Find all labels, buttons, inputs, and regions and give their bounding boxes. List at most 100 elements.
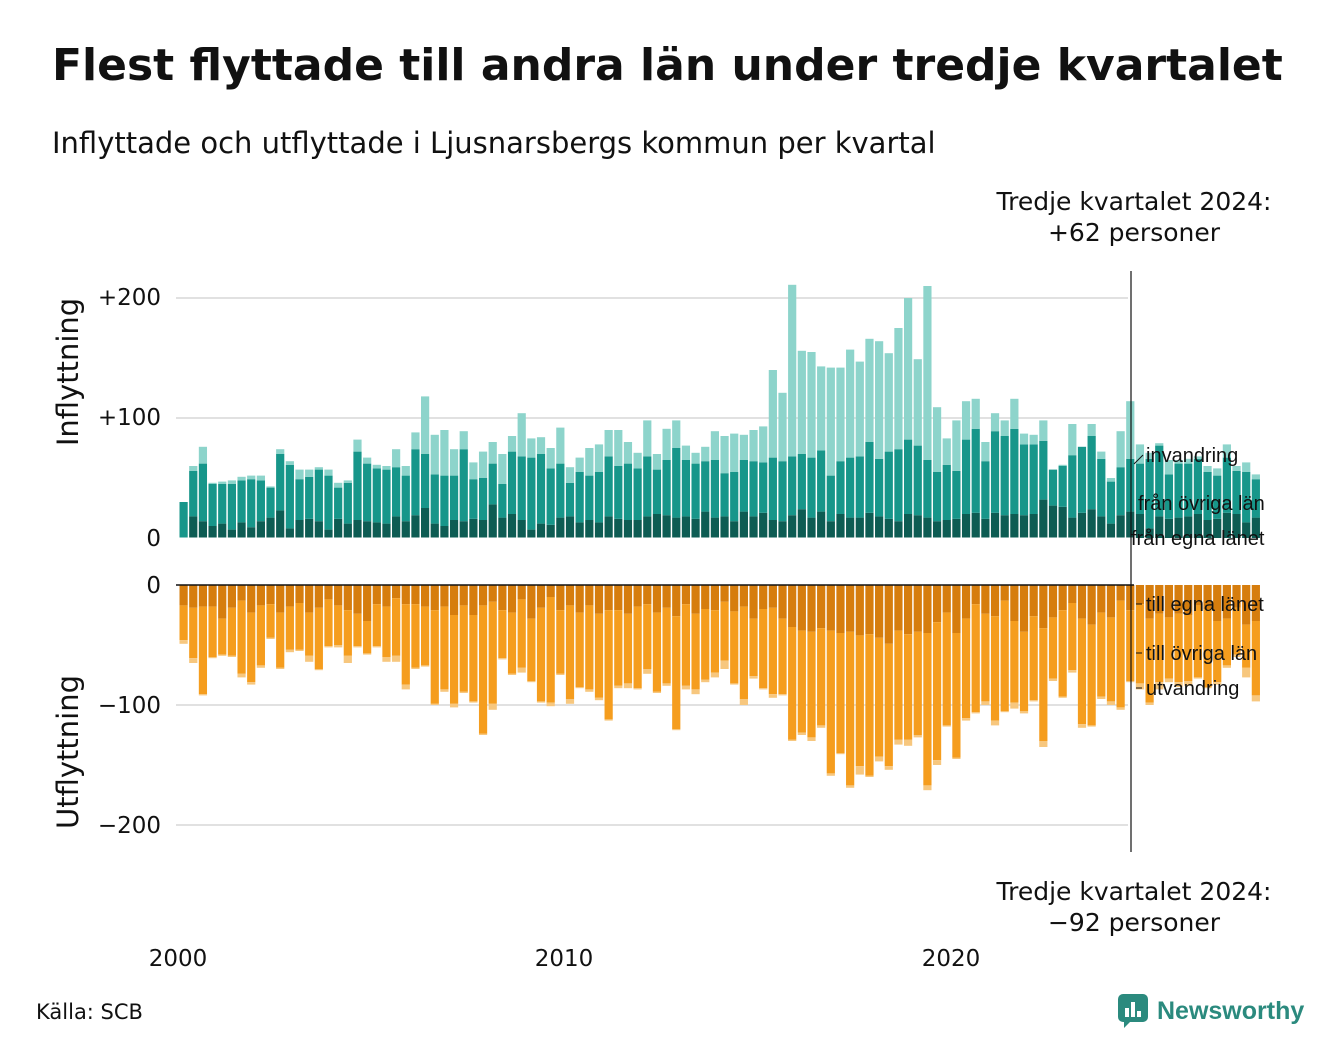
inflow-bar-63-2 bbox=[788, 284, 797, 457]
inflow-bar-85-1 bbox=[1000, 436, 1009, 516]
inflow-bar-7-1 bbox=[247, 479, 256, 528]
outflow-bar-12-1 bbox=[295, 603, 304, 650]
inflow-bar-66-1 bbox=[817, 450, 826, 512]
inflow-bar-38-0 bbox=[546, 524, 555, 538]
outflow-bar-89-1 bbox=[1039, 628, 1048, 741]
inflow-bar-69-0 bbox=[846, 517, 855, 538]
inflow-bar-101-2 bbox=[1155, 443, 1164, 446]
outflow-bar-85-2 bbox=[1000, 711, 1009, 713]
outflow-bar-82-1 bbox=[971, 604, 980, 713]
outflow-bar-90-0 bbox=[1048, 585, 1058, 618]
inflow-bar-98-2 bbox=[1126, 401, 1135, 459]
outflow-bar-42-2 bbox=[585, 689, 594, 692]
inflow-bar-35-2 bbox=[517, 413, 526, 457]
newsworthy-logo[interactable]: Newsworthy bbox=[1118, 994, 1304, 1028]
outflow-bar-20-0 bbox=[372, 585, 381, 605]
inflow-bar-85-0 bbox=[1000, 515, 1009, 538]
outflow-bar-45-0 bbox=[614, 585, 623, 611]
outflow-bar-15-1 bbox=[324, 599, 333, 647]
outflow-bar-29-1 bbox=[459, 605, 468, 692]
inflow-bar-6-1 bbox=[237, 480, 246, 523]
inflow-bar-111-1 bbox=[1251, 479, 1260, 518]
outflow-bar-47-2 bbox=[633, 688, 642, 690]
outflow-bar-110-2 bbox=[1242, 667, 1251, 678]
outflow-bar-9-2 bbox=[266, 637, 275, 639]
outflow-bar-31-1 bbox=[478, 605, 488, 734]
inflow-bar-100-0 bbox=[1145, 528, 1154, 538]
outflow-bar-91-2 bbox=[1058, 696, 1067, 698]
outflow-bar-85-1 bbox=[1000, 600, 1009, 711]
outflow-bar-9-0 bbox=[266, 585, 275, 605]
outflow-bar-60-0 bbox=[759, 585, 768, 609]
inflow-bar-87-2 bbox=[1019, 433, 1029, 445]
inflow-bar-12-0 bbox=[295, 520, 304, 538]
inflow-bar-41-1 bbox=[575, 472, 584, 523]
outflow-bar-96-1 bbox=[1106, 617, 1116, 702]
outflow-bar-99-0 bbox=[1135, 585, 1145, 605]
outflow-bar-109-0 bbox=[1232, 585, 1241, 608]
inflow-bar-62-2 bbox=[778, 392, 787, 462]
inflow-bar-97-0 bbox=[1116, 515, 1125, 538]
inflow-bar-24-1 bbox=[411, 449, 420, 516]
inflow-bar-107-1 bbox=[1213, 475, 1222, 519]
inflow-bar-106-0 bbox=[1203, 520, 1212, 538]
inflow-bar-14-1 bbox=[314, 469, 323, 522]
inflow-bar-18-0 bbox=[353, 520, 362, 538]
outflow-bar-102-1 bbox=[1164, 617, 1174, 679]
inflow-bar-42-2 bbox=[585, 448, 594, 476]
outflow-bar-48-1 bbox=[643, 604, 652, 669]
inflow-bar-59-2 bbox=[749, 430, 758, 462]
outflow-bar-79-1 bbox=[942, 612, 951, 726]
outflow-bar-58-2 bbox=[739, 699, 748, 705]
inflow-bar-96-2 bbox=[1106, 478, 1116, 482]
inflow-bar-33-2 bbox=[498, 454, 507, 484]
outflow-bar-97-1 bbox=[1116, 600, 1125, 708]
inflow-bar-61-1 bbox=[768, 457, 777, 520]
inflow-bar-59-1 bbox=[749, 461, 758, 517]
inflow-bar-19-1 bbox=[363, 463, 372, 522]
x-tick-2020: 2020 bbox=[922, 946, 981, 972]
inflow-bar-107-0 bbox=[1213, 518, 1222, 538]
inflow-bar-43-1 bbox=[594, 472, 604, 523]
inflow-bar-86-2 bbox=[1010, 398, 1019, 429]
inflow-bar-109-2 bbox=[1232, 466, 1241, 471]
outflow-bar-8-2 bbox=[256, 665, 265, 668]
outflow-bar-54-2 bbox=[701, 679, 710, 683]
annotation-inflow: Tredje kvartalet 2024: +62 personer bbox=[988, 186, 1280, 248]
outflow-bar-100-0 bbox=[1145, 585, 1154, 619]
inflow-bar-101-0 bbox=[1155, 516, 1164, 538]
outflow-bar-73-1 bbox=[884, 643, 893, 767]
inflow-bar-22-0 bbox=[392, 516, 401, 538]
outflow-bar-24-1 bbox=[411, 604, 420, 668]
inflow-bar-90-0 bbox=[1048, 505, 1058, 538]
inflow-bar-31-2 bbox=[478, 451, 488, 478]
outflow-bar-42-1 bbox=[585, 605, 594, 690]
outflow-bar-44-1 bbox=[604, 610, 613, 720]
outflow-bar-10-1 bbox=[276, 612, 285, 668]
inflow-bar-111-2 bbox=[1251, 474, 1260, 480]
outflow-bar-2-2 bbox=[198, 694, 208, 696]
y-tick-top-200: +200 bbox=[98, 285, 161, 311]
inflow-bar-11-2 bbox=[285, 461, 294, 465]
y-tick-bottom-200: −200 bbox=[98, 813, 161, 839]
inflow-bar-64-1 bbox=[797, 454, 806, 510]
inflow-bar-97-1 bbox=[1116, 467, 1125, 516]
inflow-bar-35-1 bbox=[517, 456, 526, 520]
inflow-bar-13-1 bbox=[305, 476, 314, 519]
inflow-bar-99-0 bbox=[1135, 514, 1145, 538]
inflow-bar-58-1 bbox=[739, 460, 748, 512]
inflow-bar-94-1 bbox=[1087, 436, 1096, 510]
outflow-bar-20-1 bbox=[372, 604, 381, 647]
inflow-bar-43-0 bbox=[594, 522, 604, 538]
inflow-bar-50-0 bbox=[662, 515, 671, 538]
outflow-bar-37-2 bbox=[536, 701, 546, 703]
outflow-bar-40-0 bbox=[565, 585, 575, 606]
outflow-bar-79-2 bbox=[942, 725, 951, 727]
outflow-bar-25-1 bbox=[421, 606, 430, 666]
inflow-bar-7-2 bbox=[247, 475, 256, 480]
outflow-bar-34-2 bbox=[507, 673, 517, 675]
inflow-bar-49-0 bbox=[652, 514, 662, 538]
inflow-bar-57-1 bbox=[730, 472, 739, 522]
inflow-bar-38-2 bbox=[546, 448, 555, 469]
outflow-bar-8-0 bbox=[256, 585, 265, 606]
